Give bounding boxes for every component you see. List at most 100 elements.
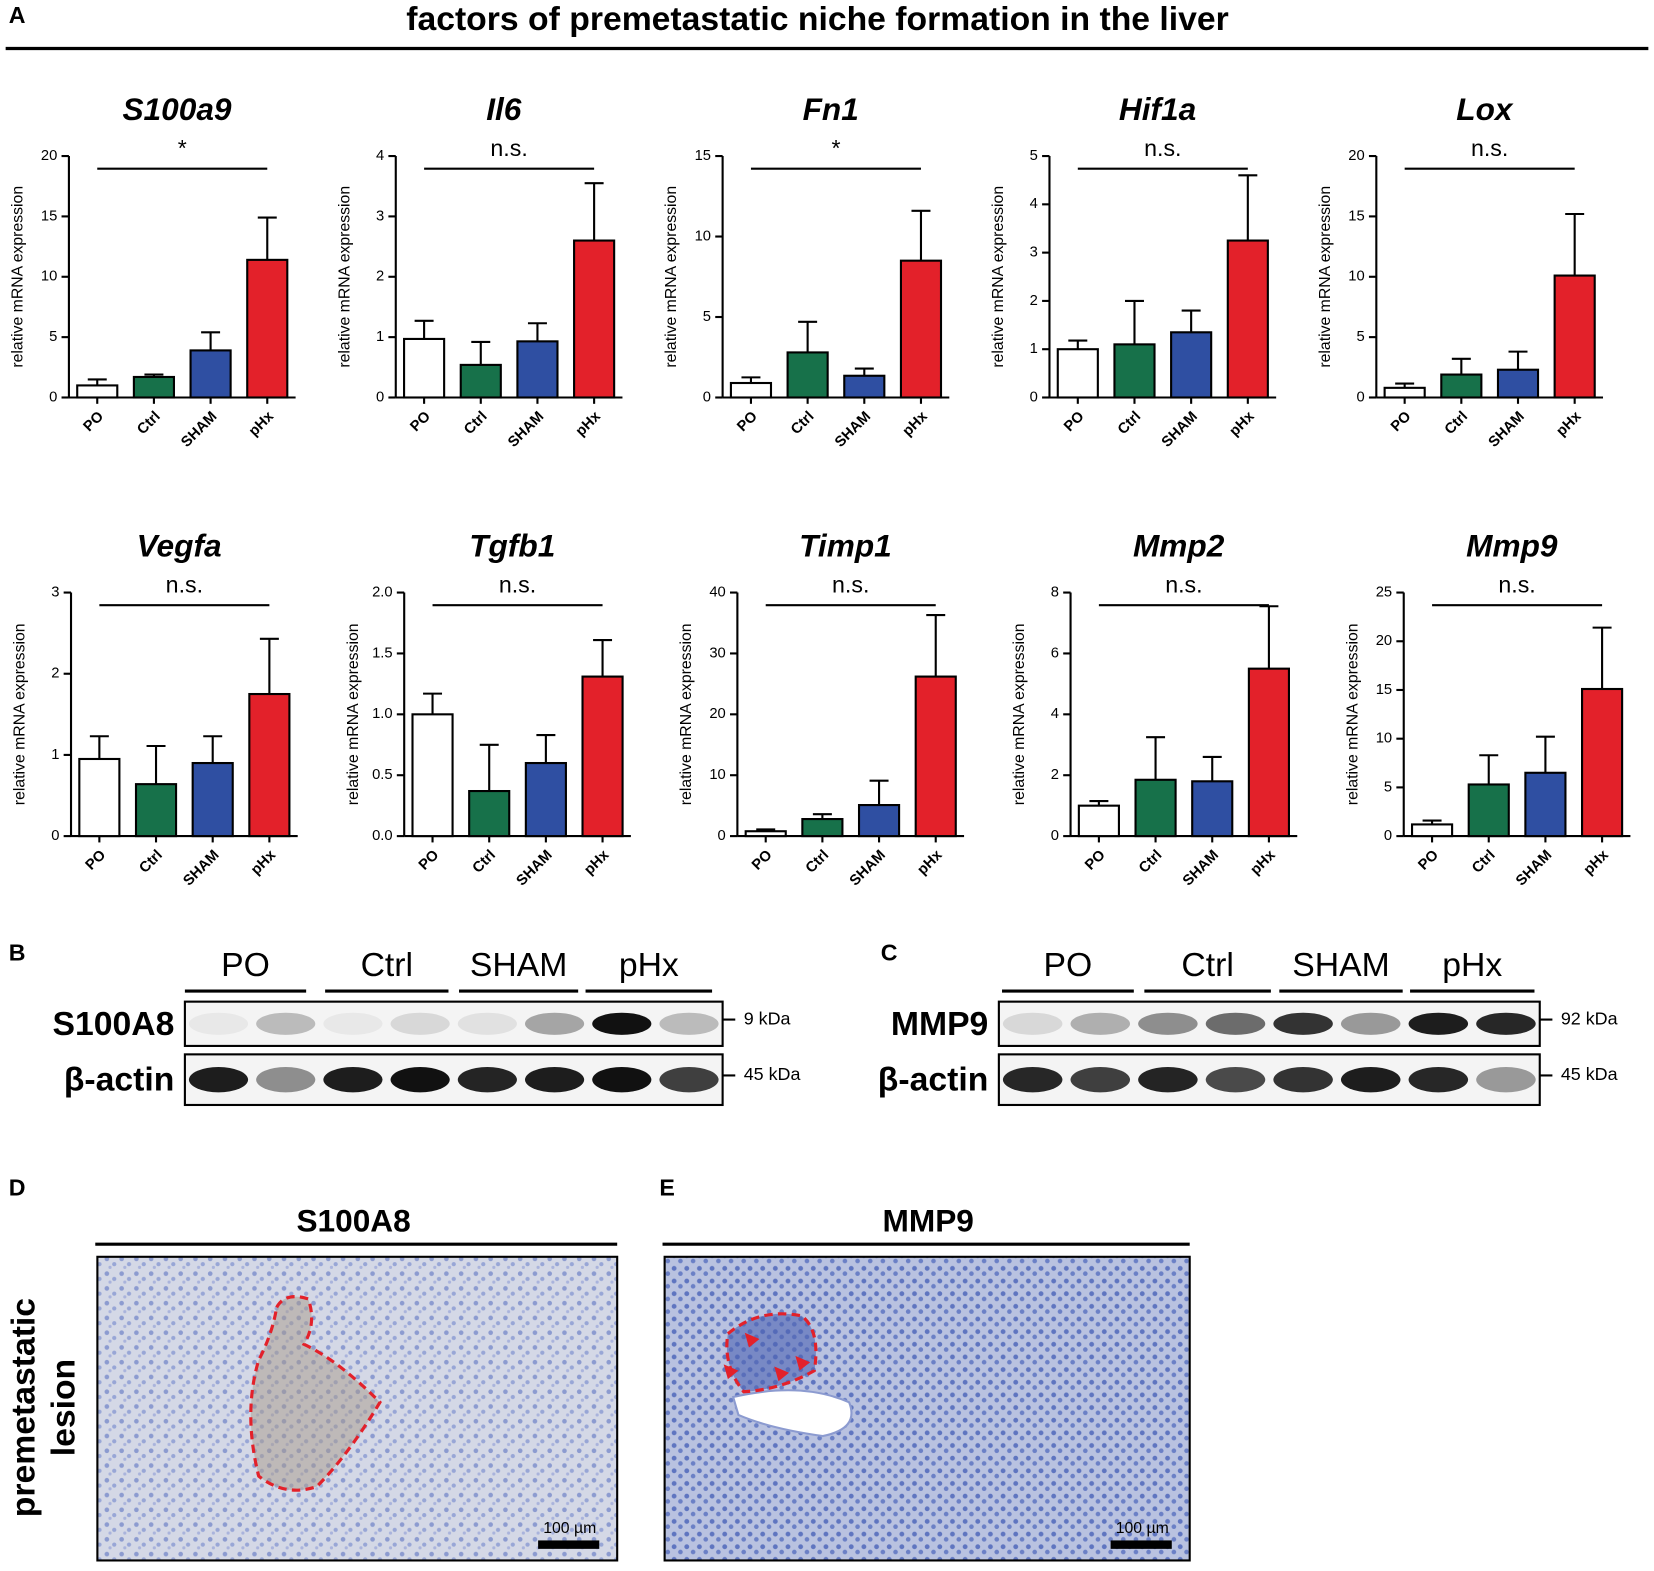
bar: [1113, 343, 1156, 399]
bar: [516, 340, 559, 399]
blot-band: [1002, 1067, 1063, 1093]
y-tick-label: 10: [1376, 731, 1392, 747]
y-tick-label: 0: [1384, 828, 1392, 844]
figure-title: factors of premetastatic niche formation…: [406, 0, 1229, 38]
protein-label: β-actin: [64, 1061, 175, 1099]
blot-band: [256, 1012, 316, 1035]
bar: [1410, 823, 1454, 838]
significance-label: n.s.: [1144, 135, 1181, 161]
lane-label: PO: [221, 946, 270, 984]
chart-title: Timp1: [799, 528, 892, 564]
y-tick-label: 8: [1051, 584, 1059, 600]
x-tick-label: Ctrl: [461, 409, 490, 438]
y-tick-label: 2.0: [372, 584, 393, 600]
chart-title: Fn1: [803, 91, 859, 127]
y-axis-label: relative mRNA expression: [678, 623, 695, 805]
bar: [1581, 687, 1624, 838]
x-tick-label: SHAM: [1486, 409, 1528, 451]
y-tick-label: 0: [1030, 389, 1038, 405]
blot-band: [256, 1067, 316, 1093]
blot-band: [659, 1012, 719, 1035]
bar: [581, 675, 624, 838]
x-tick-label: PO: [416, 847, 442, 873]
bar: [78, 757, 121, 838]
y-tick-label: 3: [1030, 245, 1038, 261]
bar: [468, 789, 511, 838]
y-tick-label: 0: [703, 389, 711, 405]
chart-title: Lox: [1456, 91, 1514, 127]
lane-label: Ctrl: [1181, 946, 1233, 984]
lane-label: PO: [1044, 946, 1093, 984]
x-tick-label: PO: [1388, 409, 1414, 435]
bar: [899, 259, 943, 399]
lesion: [250, 1296, 380, 1491]
y-tick-label: 10: [695, 228, 711, 244]
bar: [843, 374, 886, 399]
blot-band: [457, 1012, 517, 1035]
y-tick-label: 0: [718, 828, 726, 844]
x-tick-label: SHAM: [505, 409, 547, 451]
y-axis-label: relative mRNA expression: [663, 186, 680, 368]
x-tick-label: pHx: [1581, 847, 1613, 879]
y-tick-label: 20: [709, 706, 725, 722]
x-tick-label: PO: [734, 409, 760, 435]
bar: [248, 692, 291, 838]
row-label-line: lesion: [45, 1359, 83, 1456]
x-tick-label: Ctrl: [137, 847, 166, 876]
blot-band: [1476, 1012, 1536, 1035]
y-axis-label: relative mRNA expression: [345, 623, 362, 805]
y-tick-label: 5: [1357, 329, 1365, 345]
y-tick-label: 6: [1051, 645, 1059, 661]
y-tick-label: 25: [1376, 584, 1392, 600]
x-tick-label: SHAM: [514, 847, 556, 889]
bar: [1467, 783, 1510, 838]
blot-band: [390, 1012, 450, 1035]
y-axis-label: relative mRNA expression: [1344, 623, 1361, 805]
x-tick-label: SHAM: [1513, 847, 1555, 889]
y-tick-label: 1.5: [372, 645, 393, 661]
blot-band: [1070, 1067, 1131, 1093]
bar: [1247, 667, 1290, 838]
protein-label: S100A8: [52, 1005, 174, 1043]
lesion-outline: [249, 1295, 382, 1492]
blot-band: [1476, 1067, 1536, 1093]
x-tick-label: Ctrl: [1469, 847, 1498, 876]
y-tick-label: 2: [51, 666, 59, 682]
panel-label: A: [9, 2, 26, 28]
y-tick-label: 2: [1051, 767, 1059, 783]
x-tick-label: pHx: [581, 847, 613, 879]
row-label: premetastaticlesion: [5, 1298, 83, 1517]
panel-label: E: [659, 1174, 674, 1200]
x-tick-label: Ctrl: [803, 847, 832, 876]
y-axis-label: relative mRNA expression: [12, 623, 29, 805]
y-tick-label: 0: [51, 828, 59, 844]
bar: [786, 351, 829, 399]
blot-band: [1408, 1012, 1469, 1035]
x-tick-label: PO: [81, 409, 107, 435]
y-tick-label: 15: [695, 148, 711, 164]
x-tick-label: Ctrl: [788, 409, 817, 438]
x-tick-label: PO: [1061, 409, 1087, 435]
x-tick-label: pHx: [1227, 408, 1259, 440]
chart-title: Vegfa: [137, 528, 222, 564]
y-axis-label: relative mRNA expression: [990, 186, 1007, 368]
significance-label: *: [831, 135, 840, 161]
x-tick-label: pHx: [246, 408, 278, 440]
chart-title: Il6: [486, 91, 522, 127]
y-tick-label: 4: [1030, 196, 1038, 212]
bar: [1056, 348, 1099, 399]
y-tick-label: 1: [376, 329, 384, 345]
scale-bar: [538, 1540, 600, 1549]
y-tick-label: 0: [376, 389, 384, 405]
lane-label: SHAM: [470, 946, 567, 984]
protein-label: β-actin: [878, 1061, 989, 1099]
bar: [857, 804, 901, 838]
x-tick-label: Ctrl: [1115, 409, 1144, 438]
blot-band: [1273, 1012, 1333, 1035]
x-tick-label: Ctrl: [1442, 409, 1471, 438]
blot-band: [1340, 1012, 1401, 1035]
x-tick-label: Ctrl: [470, 847, 499, 876]
y-tick-label: 10: [709, 767, 725, 783]
y-tick-label: 5: [1384, 779, 1392, 795]
